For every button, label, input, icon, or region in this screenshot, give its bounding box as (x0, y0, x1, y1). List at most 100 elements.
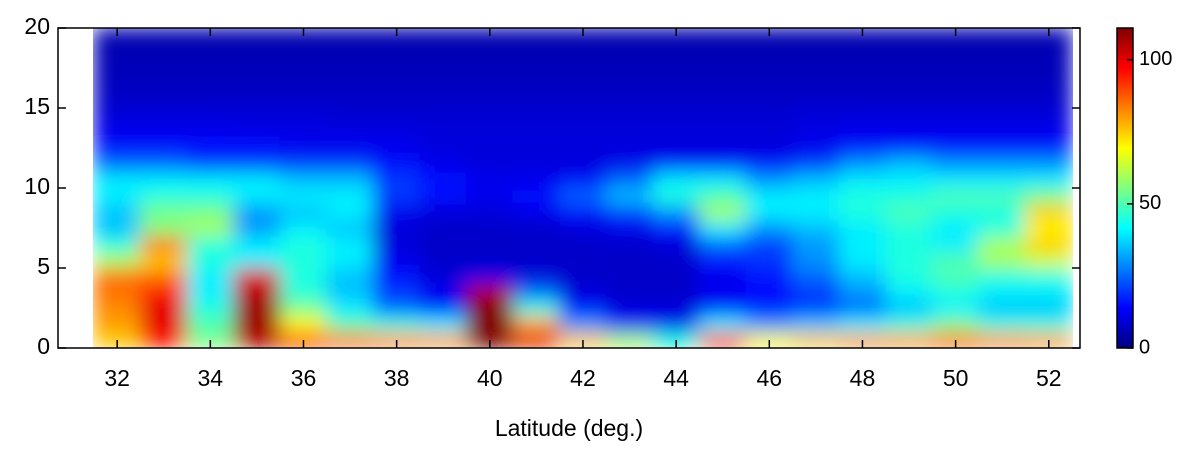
heatmap-cell (838, 203, 887, 221)
heatmap-cell (559, 219, 607, 237)
heatmap-cell (605, 43, 654, 61)
heatmap-cell (838, 283, 887, 301)
heatmap-cell (652, 251, 700, 269)
y-tick-label: 10 (24, 173, 50, 199)
heatmap-cell (372, 219, 421, 237)
heatmap-cell (233, 107, 281, 125)
heatmap-cell (931, 43, 980, 61)
heatmap-cell (792, 43, 840, 61)
heatmap-cell (745, 283, 794, 301)
heatmap-cell (466, 75, 514, 93)
heatmap-cell (512, 59, 561, 77)
heatmap-cell (838, 59, 887, 77)
colorbar (1116, 27, 1134, 349)
heatmap-cell (698, 219, 747, 237)
heatmap-cell (372, 155, 421, 173)
heatmap-cell (466, 203, 514, 221)
heatmap-cell (559, 203, 607, 221)
heatmap-cell (1024, 219, 1073, 237)
heatmap-cell (931, 75, 980, 93)
heatmap-cell (559, 59, 607, 77)
heatmap-cell (792, 91, 840, 109)
heatmap-cell (233, 267, 281, 285)
heatmap-cell (605, 155, 654, 173)
heatmap-cell (93, 28, 141, 45)
heatmap-cell (139, 171, 188, 189)
heatmap-cell (652, 219, 700, 237)
heatmap-cell (186, 267, 235, 285)
heatmap-cell (885, 283, 933, 301)
heatmap-cell (931, 203, 980, 221)
heatmap-cell (279, 203, 328, 221)
heatmap-cell (698, 267, 747, 285)
heatmap-cell (885, 59, 933, 77)
heatmap-cell (1024, 267, 1073, 285)
heatmap-cell (931, 299, 980, 317)
heatmap-cell (652, 155, 700, 173)
heatmap-cell (885, 107, 933, 125)
heatmap-cell (559, 155, 607, 173)
heatmap-cell (885, 43, 933, 61)
heatmap-cell (372, 283, 421, 301)
heatmap-cell (466, 28, 514, 45)
heatmap-cell (512, 267, 561, 285)
heatmap-cell (186, 107, 235, 125)
heatmap-cell (279, 75, 328, 93)
heatmap-cell (139, 315, 188, 333)
heatmap-cell (326, 59, 374, 77)
heatmap-cell (326, 171, 374, 189)
heatmap-cell (745, 75, 794, 93)
heatmap-cell (233, 235, 281, 253)
heatmap-cell (372, 28, 421, 45)
heatmap-cell (838, 267, 887, 285)
heatmap-cell (698, 315, 747, 333)
heatmap-cell (792, 219, 840, 237)
heatmap-cell (512, 331, 561, 348)
heatmap-cell (279, 59, 328, 77)
y-tick-label: 0 (37, 333, 50, 359)
heatmap-cell (652, 283, 700, 301)
heatmap-cell (745, 267, 794, 285)
heatmap-cell (279, 267, 328, 285)
heatmap-cell (978, 331, 1026, 348)
heatmap-cell (326, 283, 374, 301)
x-tick-label: 48 (850, 365, 876, 391)
heatmap-cell (698, 75, 747, 93)
heatmap-cell (93, 251, 141, 269)
heatmap-cell (698, 28, 747, 45)
heatmap-cell (885, 171, 933, 189)
heatmap-cell (512, 203, 561, 221)
heatmap-cell (559, 28, 607, 45)
x-tick-label: 42 (570, 365, 596, 391)
heatmap-cell (885, 155, 933, 173)
heatmap-cell (279, 91, 328, 109)
heatmap-cell (419, 299, 468, 317)
heatmap-cell (605, 187, 654, 205)
heatmap-cell (559, 43, 607, 61)
heatmap-cell (419, 91, 468, 109)
heatmap-cell (838, 139, 887, 157)
heatmap-cell (372, 139, 421, 157)
heatmap-cell (745, 91, 794, 109)
heatmap-cell (279, 219, 328, 237)
y-tick-label: 5 (37, 253, 50, 279)
heatmap-cell (792, 75, 840, 93)
heatmap-cell (186, 331, 235, 348)
heatmap-cell (1024, 299, 1073, 317)
heatmap-cell (559, 91, 607, 109)
heatmap-cell (512, 235, 561, 253)
heatmap-cell (512, 315, 561, 333)
heatmap-cell (186, 171, 235, 189)
heatmap-cell (233, 59, 281, 77)
heatmap-cell (233, 315, 281, 333)
heatmap-cell (792, 59, 840, 77)
heatmap-cell (466, 139, 514, 157)
heatmap-cell (745, 187, 794, 205)
heatmap-cell (931, 283, 980, 301)
heatmap-cell (419, 107, 468, 125)
heatmap-cell (186, 139, 235, 157)
heatmap-cell (652, 59, 700, 77)
heatmap-cell (792, 187, 840, 205)
heatmap-cell (978, 267, 1026, 285)
heatmap-cell (419, 203, 468, 221)
